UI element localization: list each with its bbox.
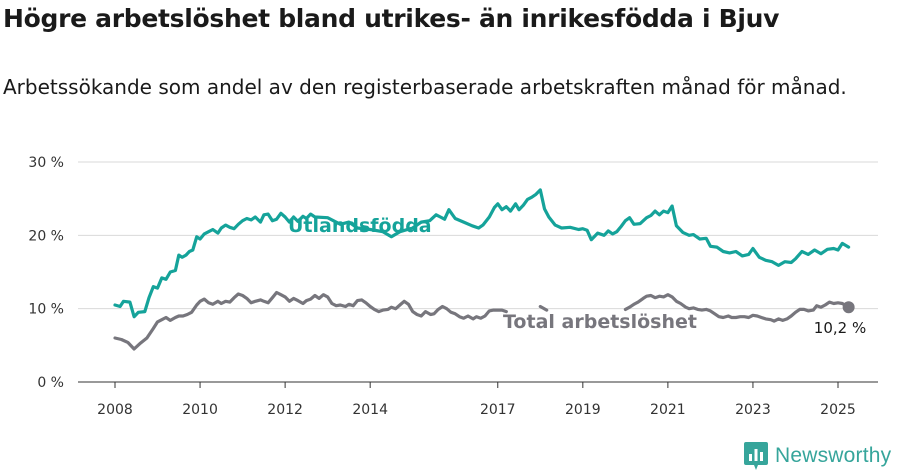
page-title: Högre arbetslöshet bland utrikes- än inr… (3, 4, 780, 33)
label-layer: Utlandsfödda Total arbetslöshet 10,2 % (288, 215, 866, 337)
x-tick-label: 2023 (735, 402, 771, 418)
x-tick-label: 2012 (267, 402, 303, 418)
x-tick-label: 2010 (182, 402, 218, 418)
newsworthy-brand[interactable]: Newsworthy (744, 442, 891, 470)
series-label-utlandsfodda: Utlandsfödda (288, 215, 432, 237)
x-tick-label: 2014 (352, 402, 388, 418)
x-tick-label: 2019 (565, 402, 601, 418)
newsworthy-logo-icon (744, 442, 768, 470)
y-tick-label: 30 % (28, 155, 64, 171)
x-tick-label: 2025 (820, 402, 856, 418)
x-axis: 2008 2010 2012 2014 2017 2019 2021 2023 2025 (78, 381, 878, 418)
page-subtitle: Arbetssökande som andel av den registerb… (3, 75, 847, 99)
series-label-total: Total arbetslöshet (503, 311, 697, 333)
y-tick-label: 0 % (37, 375, 64, 391)
end-value-label: 10,2 % (814, 319, 866, 337)
y-tick-label: 20 % (28, 228, 64, 244)
x-tick-label: 2021 (650, 402, 686, 418)
end-point-marker (842, 301, 855, 314)
y-tick-label: 10 % (28, 302, 64, 318)
brand-name: Newsworthy (775, 444, 892, 467)
series-line-utlandsfodda (113, 188, 851, 319)
grid-layer: 0 % 10 % 20 % 30 % (28, 155, 878, 391)
x-tick-label: 2008 (97, 402, 133, 418)
x-tick-label: 2017 (480, 402, 516, 418)
series-line-total (113, 290, 851, 351)
series-layer (113, 188, 851, 351)
